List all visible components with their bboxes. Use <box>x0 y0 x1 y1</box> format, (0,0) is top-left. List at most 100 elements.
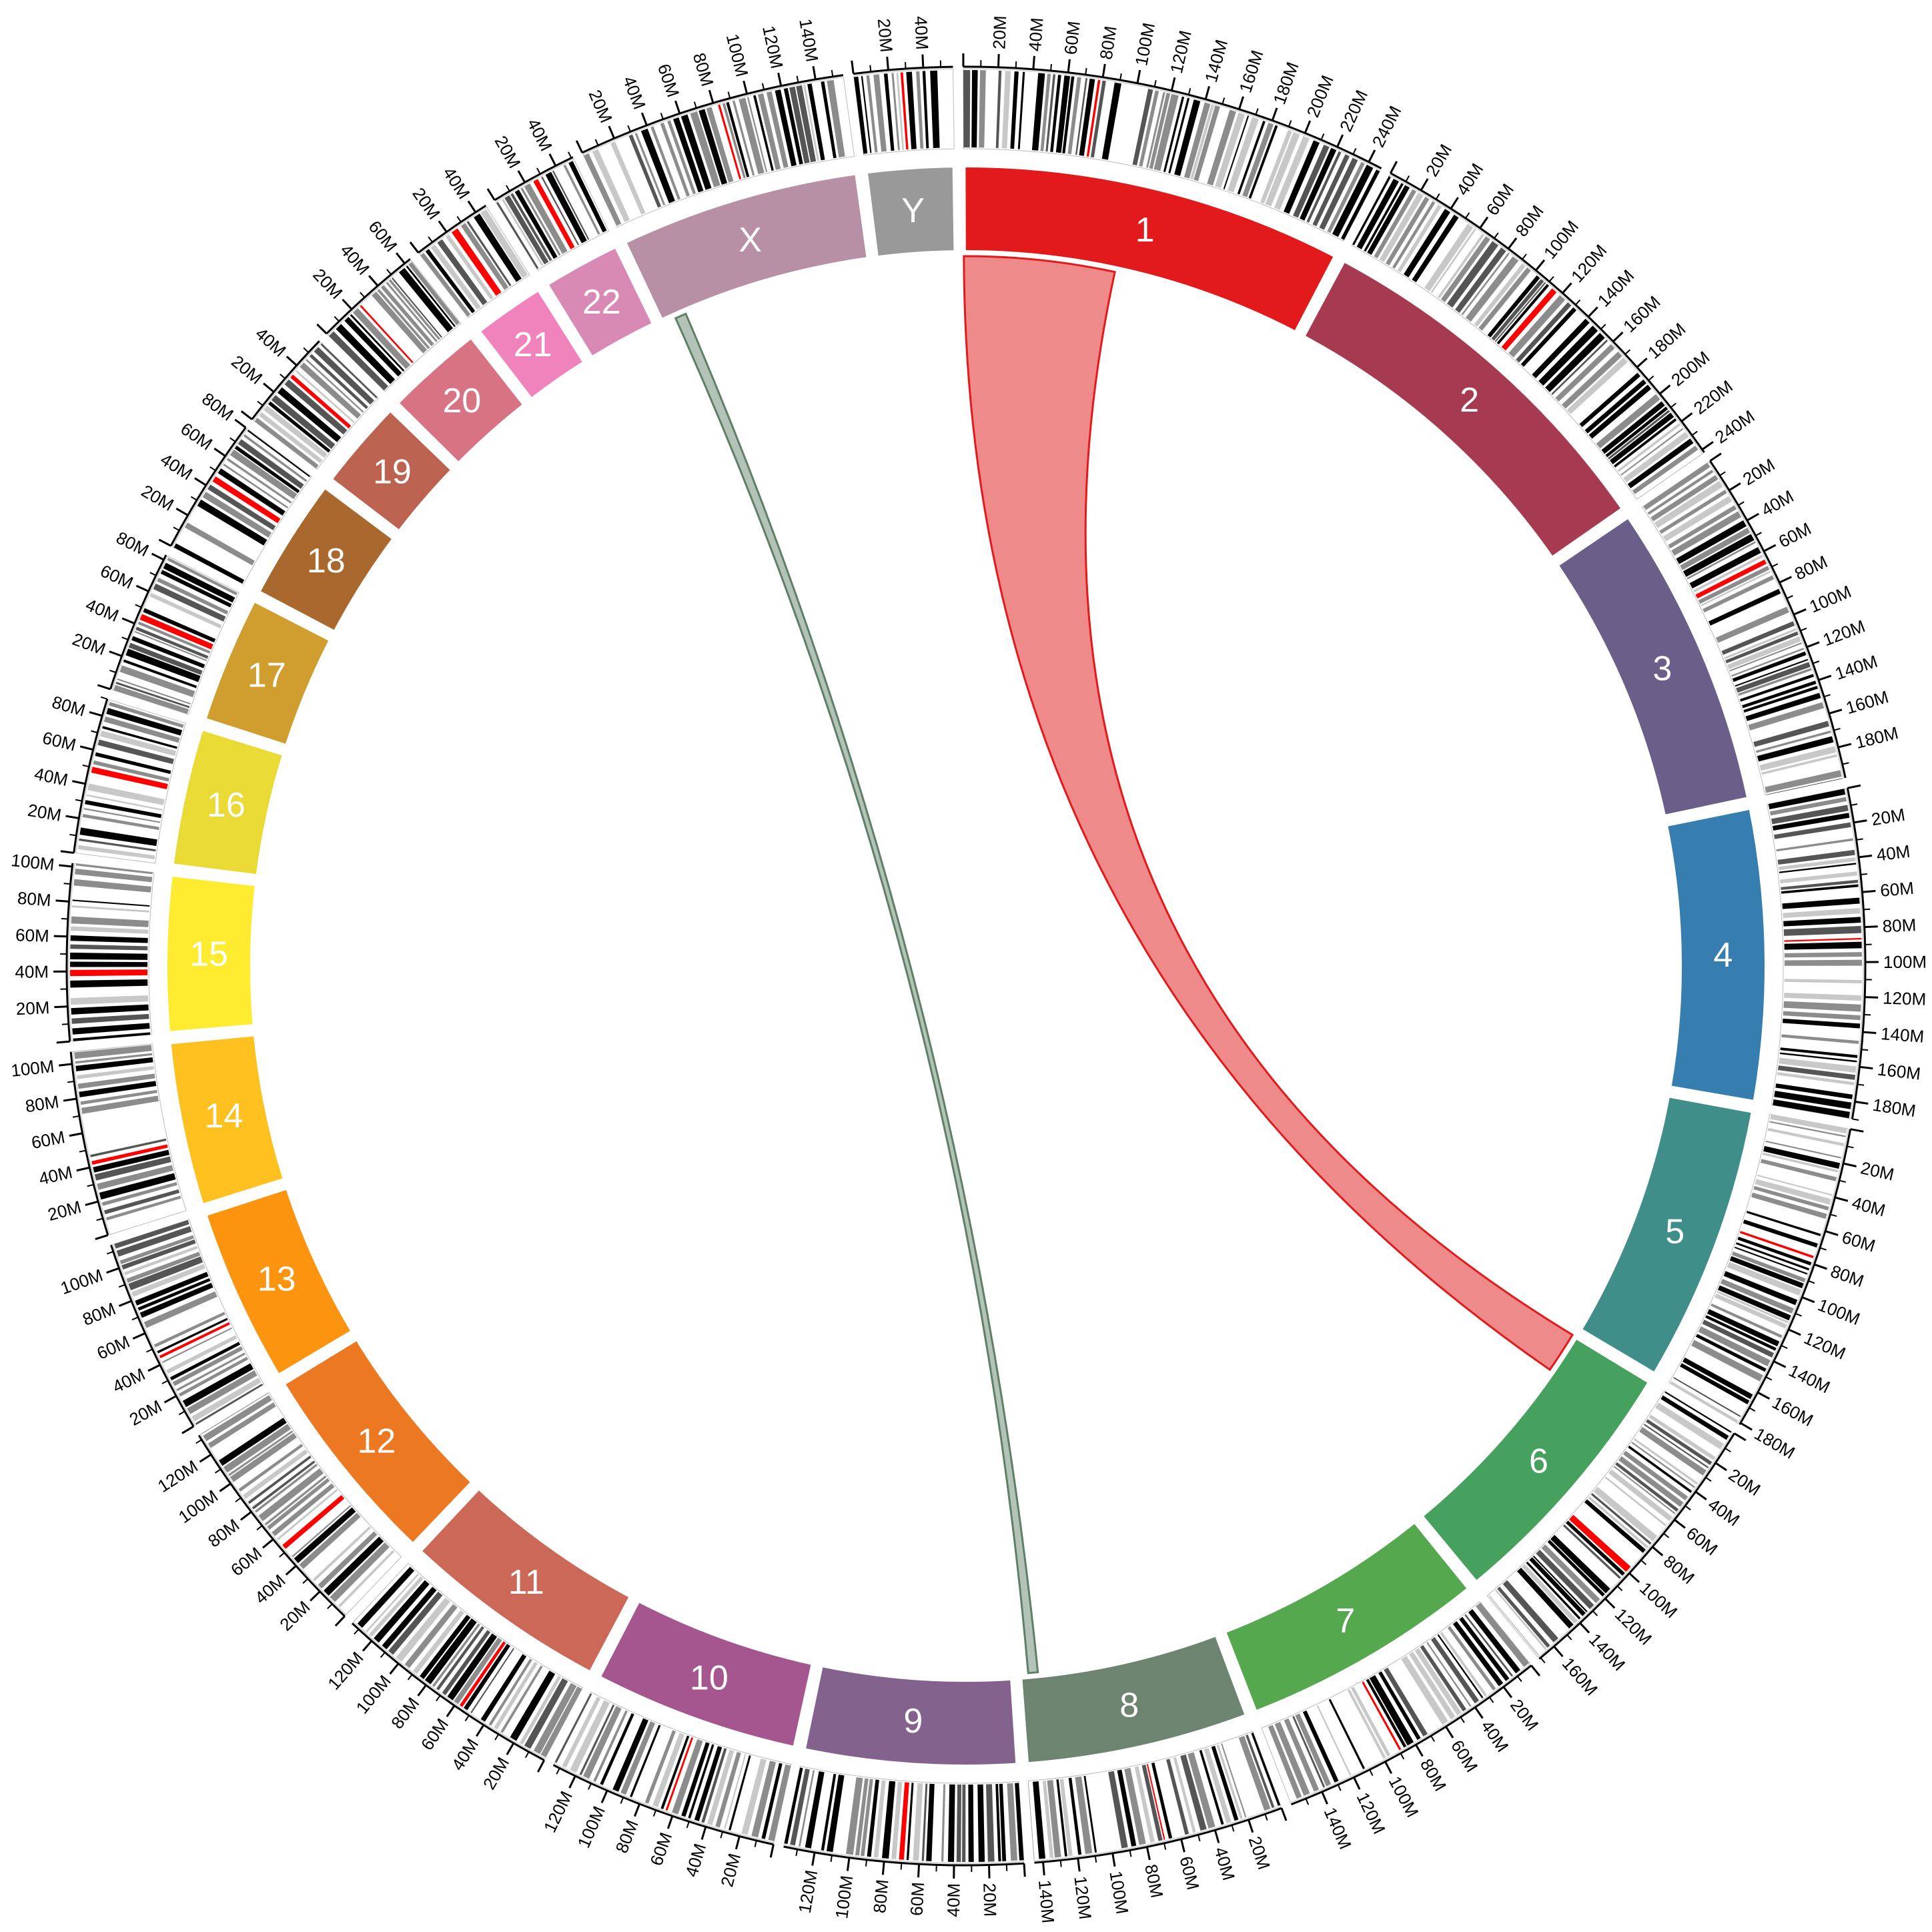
cytoband-stripe <box>309 354 368 410</box>
axis-tick <box>743 80 749 94</box>
chromosome-label-3: 3 <box>1652 649 1672 688</box>
tick-label-13: 40M <box>109 1364 149 1397</box>
chromosome-segment-16 <box>169 725 287 879</box>
axis-tick <box>302 1578 309 1584</box>
axis-tick <box>240 410 253 420</box>
axis-tick <box>417 1684 427 1697</box>
cytoband-stripe <box>963 70 971 148</box>
tick-label-17: 40M <box>83 594 121 626</box>
chromosome-segment-20 <box>394 334 528 467</box>
tick-label-11: 80M <box>387 1694 423 1733</box>
cytoband-stripe <box>388 1591 443 1655</box>
cytoband-stripe <box>1734 1246 1808 1275</box>
axis-arc-21 <box>418 204 487 254</box>
chromosome-segment-11 <box>416 1484 634 1676</box>
axis-tick <box>1842 762 1849 765</box>
cytoband-stripe <box>259 412 323 464</box>
axis-tick <box>1860 873 1868 876</box>
cytoband-stripe <box>1541 1544 1600 1604</box>
cytoband-stripe <box>1468 1608 1520 1674</box>
axis-tick <box>1680 412 1693 422</box>
tick-label-2: 60M <box>1482 180 1518 219</box>
cytoband-stripe <box>119 665 195 698</box>
tick-label-6: 40M <box>1705 1494 1744 1530</box>
cytoband-stripe <box>1761 1159 1837 1181</box>
axis-tick <box>900 1863 903 1870</box>
cytoband-stripe <box>70 935 148 943</box>
chromosome-segment-7 <box>1222 1518 1472 1715</box>
cytoband-stripe <box>757 93 781 170</box>
axis-tick <box>69 1132 83 1137</box>
tick-label-13: 20M <box>126 1396 165 1430</box>
tick-label-5: 20M <box>1859 1157 1896 1184</box>
tick-label-21: 20M <box>408 184 444 223</box>
cytoband-stripe <box>1676 520 1747 564</box>
tick-label-13: 100M <box>58 1265 105 1298</box>
cytoband-stripe <box>1735 1242 1810 1271</box>
cytoband-stripe <box>1643 1424 1709 1468</box>
cytoband-stripe <box>123 659 197 688</box>
cytoband-stripe <box>1056 1779 1067 1857</box>
chromosome-label-16: 16 <box>207 786 246 825</box>
chromosome-segment-13 <box>202 1185 356 1379</box>
cytoband-stripe <box>324 1536 384 1596</box>
cytoband-stripe <box>922 71 929 149</box>
cytoband-stripe <box>1783 908 1861 919</box>
tick-label-4: 120M <box>1883 988 1927 1009</box>
cytoband-stripe <box>1090 80 1106 158</box>
cytoband-stripe <box>1284 140 1320 214</box>
chromosome-label-4: 4 <box>1713 936 1733 975</box>
axis-tick <box>506 1743 515 1756</box>
cytoband-stripe <box>1141 1765 1163 1841</box>
tick-label-7: 100M <box>1385 1773 1423 1821</box>
cytoband-stripe <box>1727 636 1801 670</box>
cytoband-stripe <box>93 1149 170 1173</box>
cytoband-stripe <box>1682 534 1755 577</box>
axis-tick <box>1814 1263 1827 1270</box>
axis-tick <box>505 185 510 191</box>
cytoband-stripe <box>1274 1722 1310 1796</box>
axis-tick <box>1612 331 1624 343</box>
tick-label-X: 60M <box>654 61 684 99</box>
cytoband-stripe <box>747 97 768 173</box>
cytoband-stripe <box>494 1661 538 1730</box>
chromosome-label-5: 5 <box>1665 1212 1684 1251</box>
cytoband-stripe <box>1292 1716 1326 1788</box>
chromosome-label-X: X <box>739 221 762 260</box>
axis-tick <box>239 1511 252 1521</box>
cytoband-stripe <box>1670 1381 1739 1423</box>
axis-tick <box>851 60 855 74</box>
cytoband-stripe <box>881 1781 896 1859</box>
tick-label-3: 20M <box>1739 454 1779 489</box>
cytoband-stripe <box>1705 1315 1777 1351</box>
cytoband-stripe <box>1211 1745 1239 1821</box>
cytoband-stripe <box>798 1770 815 1847</box>
axis-tick <box>85 1200 99 1206</box>
cytoband-stripe <box>1721 621 1795 655</box>
cytoband-stripe <box>1743 686 1819 713</box>
cytoband-stripe <box>1707 1309 1780 1347</box>
tick-label-9: 60M <box>907 1881 929 1916</box>
cytoband-stripe <box>986 1784 995 1862</box>
cytoband-stripe <box>201 1393 268 1434</box>
axis-arc-3 <box>1709 460 1847 779</box>
cytoband-stripe <box>97 739 174 765</box>
axis-tick <box>795 1849 799 1857</box>
cytoband-stripe <box>121 1239 196 1270</box>
axis-tick <box>1464 212 1470 219</box>
cytoband-stripe <box>1771 805 1849 825</box>
axis-tick <box>1616 1585 1623 1592</box>
cytoband-stripe <box>1265 131 1300 207</box>
axis-arc-10 <box>552 1764 774 1846</box>
cytoband-stripe <box>1757 1174 1833 1196</box>
cytoband-stripe <box>1476 1602 1530 1667</box>
cytoband-stripe <box>143 1291 217 1328</box>
axis-tick <box>209 466 216 472</box>
axis-tick <box>1562 282 1572 294</box>
cytoband-stripe <box>226 458 292 504</box>
cytoband-stripe <box>135 1272 209 1306</box>
cytoband-stripe <box>380 285 434 346</box>
cytoband-stripe <box>1532 318 1590 378</box>
cytoband-stripe <box>583 153 622 226</box>
cytoband-stripe <box>1693 554 1763 592</box>
